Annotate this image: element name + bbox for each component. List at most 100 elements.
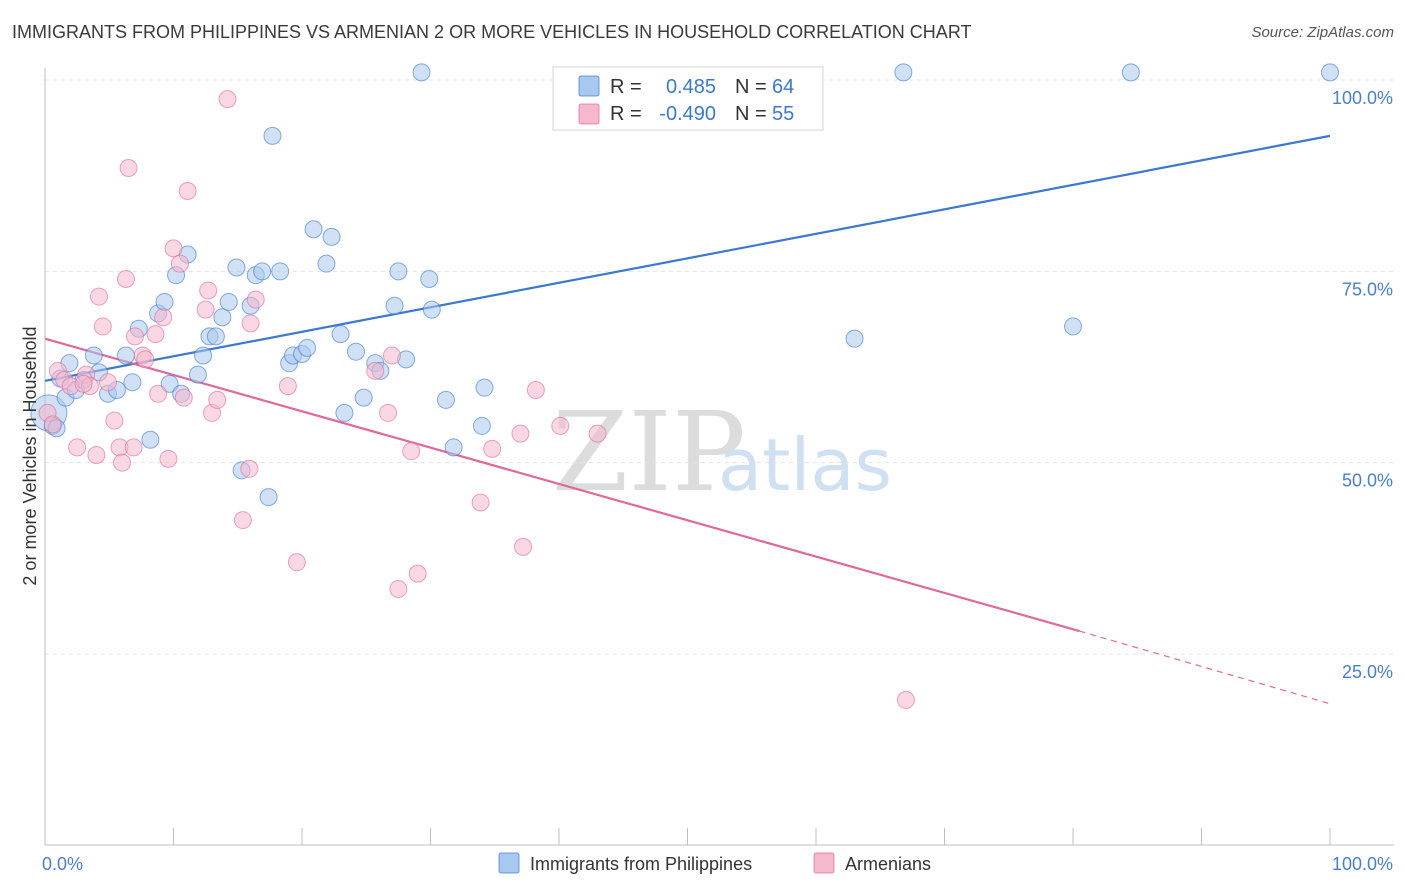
point-armenians-41: [379, 403, 398, 422]
point-armenians-29: [196, 300, 215, 319]
point-philippines-17: [160, 374, 179, 393]
x-tick-label-max: 100.0%: [1332, 854, 1393, 874]
point-philippines-55: [472, 416, 491, 435]
point-philippines-32: [259, 488, 278, 507]
point-armenians-28: [178, 181, 197, 200]
point-armenians-8: [87, 446, 106, 465]
point-armenians-24: [159, 449, 178, 468]
point-armenians-14: [113, 453, 132, 472]
watermark-zip: ZIP: [552, 388, 746, 516]
point-philippines-54: [444, 438, 463, 457]
point-philippines-11: [116, 346, 135, 365]
legend-r-label-0: R =: [610, 76, 642, 98]
point-philippines-33: [263, 126, 282, 145]
point-philippines-22: [194, 346, 213, 365]
point-philippines-41: [322, 227, 341, 246]
series-legend-swatch-armenians: [813, 852, 835, 874]
x-tick-label-min: 0.0%: [42, 854, 83, 874]
point-armenians-15: [116, 269, 135, 288]
point-armenians-46: [471, 493, 490, 512]
point-armenians-17: [124, 438, 143, 457]
point-philippines-7: [84, 346, 103, 365]
point-armenians-1: [43, 415, 62, 434]
trend-line-armenians-extension: [1079, 630, 1331, 705]
legend-r-label-1: R =: [610, 103, 642, 125]
point-philippines-39: [304, 220, 323, 239]
point-armenians-40: [366, 361, 385, 380]
legend-n-label-0: N =: [735, 76, 767, 98]
y-tick-label-2: 75.0%: [1342, 279, 1393, 299]
point-philippines-24: [206, 327, 225, 346]
legend-r-value-1: -0.490: [659, 103, 716, 125]
point-philippines-56: [475, 378, 494, 397]
chart-title: IMMIGRANTS FROM PHILIPPINES VS ARMENIAN …: [12, 22, 972, 42]
point-armenians-11: [98, 373, 117, 392]
point-armenians-34: [233, 511, 252, 530]
source-label: Source: ZipAtlas.com: [1251, 24, 1394, 41]
legend-swatch-armenians: [578, 103, 600, 125]
point-armenians-20: [136, 350, 155, 369]
point-armenians-38: [278, 377, 297, 396]
point-philippines-58: [845, 329, 864, 348]
point-philippines-49: [389, 262, 408, 281]
point-armenians-33: [218, 90, 237, 109]
point-philippines-34: [271, 262, 290, 281]
point-armenians-27: [174, 388, 193, 407]
trend-line-armenians: [44, 337, 1080, 633]
point-philippines-27: [227, 258, 246, 277]
point-armenians-52: [588, 424, 607, 443]
point-philippines-51: [420, 269, 439, 288]
x-tick-marks: [44, 828, 1331, 845]
series-legend-label-armenians: Armenians: [845, 854, 931, 874]
y-tick-labels: 25.0% 50.0% 75.0% 100.0%: [1332, 88, 1393, 682]
point-philippines-14: [141, 430, 160, 449]
point-armenians-12: [105, 411, 124, 430]
point-armenians-26: [170, 254, 189, 273]
legend-swatch-philippines: [578, 75, 600, 97]
point-armenians-18: [125, 327, 144, 346]
point-philippines-45: [354, 388, 373, 407]
point-philippines-57: [412, 63, 431, 82]
point-armenians-32: [208, 390, 227, 409]
point-armenians-53: [896, 690, 915, 709]
point-armenians-35: [240, 459, 259, 478]
point-armenians-42: [382, 346, 401, 365]
point-armenians-23: [154, 308, 173, 327]
point-philippines-53: [436, 390, 455, 409]
point-armenians-5: [68, 438, 87, 457]
axes: [44, 68, 1394, 846]
point-armenians-36: [241, 314, 260, 333]
point-philippines-44: [346, 342, 365, 361]
point-philippines-12: [123, 373, 142, 392]
point-armenians-49: [514, 537, 533, 556]
point-philippines-52: [422, 300, 441, 319]
y-axis-label: 2 or more Vehicles in Household: [20, 326, 40, 585]
point-philippines-42: [331, 325, 350, 344]
legend-r-value-0: 0.485: [666, 76, 716, 98]
point-philippines-25: [213, 308, 232, 327]
series-legend-swatch-philippines: [498, 852, 520, 874]
series-legend-label-philippines: Immigrants from Philippines: [530, 854, 752, 874]
point-philippines-48: [385, 296, 404, 315]
point-armenians-54: [74, 374, 93, 393]
stats-legend: R = 0.485 N = 64 R = -0.490 N = 55: [552, 66, 824, 131]
point-armenians-47: [483, 439, 502, 458]
point-armenians-21: [146, 325, 165, 344]
series-legend: Immigrants from Philippines Armenians: [498, 852, 931, 874]
legend-n-value-1: 55: [772, 103, 794, 125]
point-armenians-25: [164, 239, 183, 258]
point-philippines-26: [219, 292, 238, 311]
point-armenians-9: [89, 287, 108, 306]
trend-lines: [44, 134, 1331, 705]
point-philippines-59: [1121, 63, 1140, 82]
y-tick-label-1: 50.0%: [1342, 471, 1393, 491]
gridlines: [45, 79, 1394, 655]
point-philippines-31: [253, 262, 272, 281]
legend-n-label-1: N =: [735, 103, 767, 125]
point-philippines-61: [1064, 317, 1082, 336]
point-philippines-40: [317, 254, 336, 273]
point-armenians-48: [511, 424, 530, 443]
point-armenians-30: [199, 281, 218, 300]
y-tick-label-3: 100.0%: [1332, 88, 1393, 108]
